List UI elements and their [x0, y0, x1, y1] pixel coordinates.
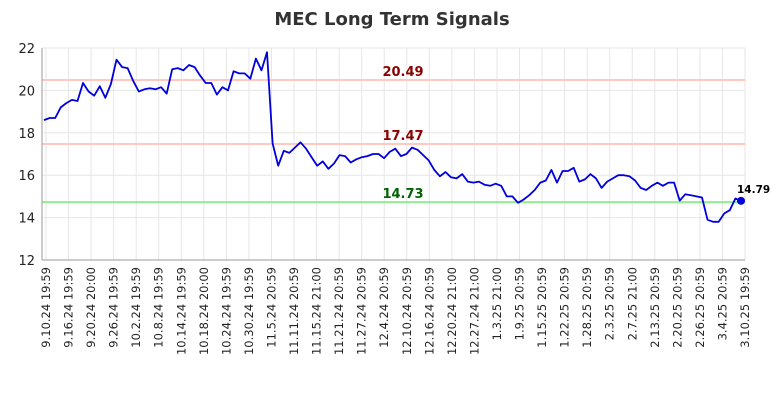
x-tick-label: 9.10.24 19:59	[39, 267, 53, 348]
chart-title: MEC Long Term Signals	[274, 9, 509, 30]
x-tick-labels: 9.10.24 19:59 9.16.24 19:59 9.20.24 20:00 9…	[39, 267, 752, 355]
signal-levels: 20.49 17.47 14.73	[42, 65, 745, 204]
last-point-marker	[737, 196, 745, 205]
last-point: 14.79	[737, 184, 770, 205]
x-tick-label: 9.26.24 19:59	[107, 267, 121, 348]
y-tick-label: 18	[18, 127, 35, 142]
x-tick-label: 11.5.24 20:59	[264, 267, 278, 348]
x-tick-label: 10.30.24 19:59	[242, 267, 256, 355]
x-tick-label: 10.2.24 19:59	[129, 267, 143, 348]
x-tick-label: 11.21.24 20:59	[332, 267, 346, 355]
x-tick-label: 12.20.24 21:00	[445, 267, 459, 355]
x-tick-label: 2.20.25 20:59	[670, 267, 684, 348]
x-tick-label: 1.22.25 20:59	[558, 267, 572, 348]
x-tick-label: 12.10.24 20:59	[400, 267, 414, 355]
y-tick-label: 12	[18, 254, 35, 269]
y-tick-label: 20	[18, 84, 35, 99]
x-tick-label: 12.4.24 20:59	[377, 267, 391, 348]
y-tick-label: 14	[18, 212, 35, 227]
y-tick-label: 16	[18, 169, 35, 184]
x-tick-label: 1.28.25 20:59	[580, 267, 594, 348]
x-tick-label: 1.3.25 21:00	[490, 267, 504, 340]
x-tick-label: 1.15.25 20:59	[535, 267, 549, 348]
x-tick-label: 11.11.24 20:59	[287, 267, 301, 355]
x-tick-label: 2.3.25 20:59	[603, 267, 617, 340]
x-tick-label: 2.13.25 20:59	[648, 267, 662, 348]
axes	[41, 48, 745, 261]
signal-level-label: 14.73	[382, 187, 423, 202]
x-tick-label: 2.26.25 20:59	[693, 267, 707, 348]
x-tick-label: 10.18.24 20:00	[197, 267, 211, 355]
x-tick-label: 3.4.25 20:59	[715, 267, 729, 340]
x-tick-label: 3.10.25 19:59	[738, 267, 752, 348]
x-tick-label: 11.15.24 21:00	[310, 267, 324, 355]
x-tick-label: 10.14.24 19:59	[174, 267, 188, 355]
y-tick-labels: 12 14 16 18 20 22	[18, 42, 35, 269]
x-tick-label: 10.8.24 19:59	[152, 267, 166, 348]
x-tick-label: 9.16.24 19:59	[62, 267, 76, 348]
last-point-label: 14.79	[737, 184, 770, 196]
series-group	[43, 51, 742, 223]
x-tick-label: 2.7.25 21:00	[625, 267, 639, 340]
x-tick-label: 1.9.25 20:59	[513, 267, 527, 340]
x-tick-label: 11.27.24 20:59	[355, 267, 369, 355]
x-tick-label: 12.27.24 21:00	[467, 267, 481, 355]
signal-level-label: 17.47	[382, 129, 423, 144]
price-series-line	[43, 51, 742, 223]
y-tick-label: 22	[18, 42, 35, 57]
x-tick-label: 12.16.24 20:59	[422, 267, 436, 355]
signal-level-label: 20.49	[382, 65, 423, 80]
grid	[42, 47, 746, 261]
x-tick-label: 9.20.24 20:00	[84, 267, 98, 348]
x-tick-label: 10.24.24 19:59	[219, 267, 233, 355]
